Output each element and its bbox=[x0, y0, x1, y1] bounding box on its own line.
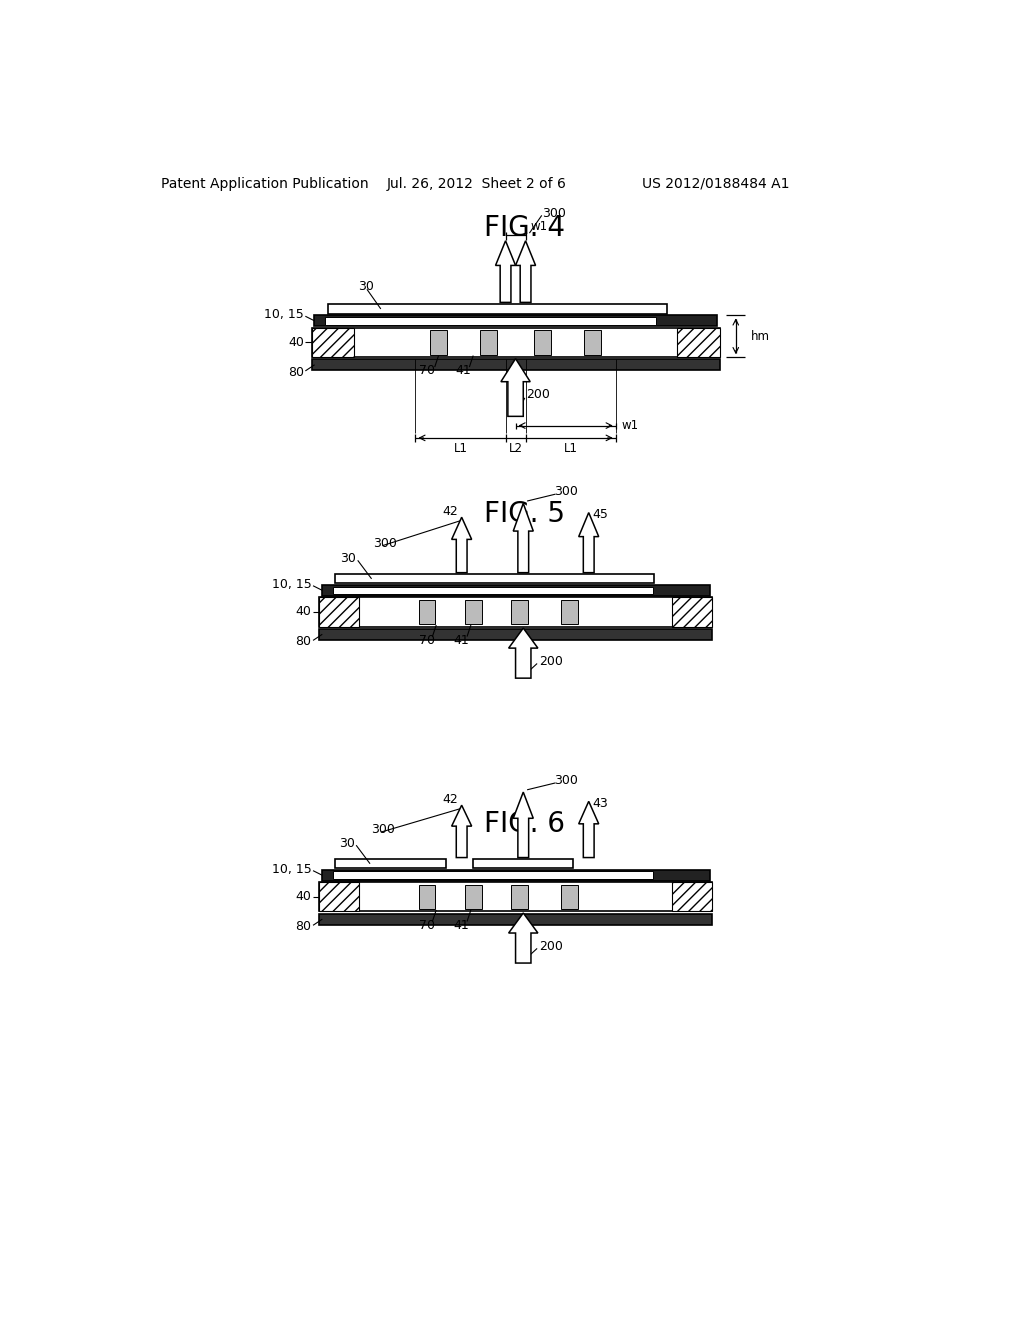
Bar bbox=[326, 317, 656, 325]
Bar bbox=[430, 330, 447, 355]
Text: w1: w1 bbox=[531, 220, 548, 234]
Text: 70: 70 bbox=[419, 364, 435, 378]
Bar bbox=[561, 599, 578, 624]
Bar bbox=[311, 327, 720, 358]
Bar bbox=[333, 871, 652, 879]
Text: 300: 300 bbox=[554, 486, 578, 499]
Polygon shape bbox=[515, 240, 536, 302]
Bar bbox=[329, 304, 668, 314]
Polygon shape bbox=[501, 359, 530, 416]
Text: L1: L1 bbox=[563, 442, 578, 455]
Text: FIG. 5: FIG. 5 bbox=[484, 500, 565, 528]
Polygon shape bbox=[513, 503, 534, 573]
Bar bbox=[480, 330, 497, 355]
Bar bbox=[465, 884, 481, 909]
Polygon shape bbox=[452, 805, 472, 858]
Bar bbox=[335, 859, 446, 869]
Bar bbox=[677, 327, 720, 358]
Bar bbox=[473, 859, 573, 869]
Text: 300: 300 bbox=[554, 774, 578, 787]
Text: 40: 40 bbox=[296, 606, 311, 619]
Polygon shape bbox=[579, 512, 599, 573]
Text: 43: 43 bbox=[593, 797, 608, 810]
Bar bbox=[319, 598, 712, 627]
Text: 80: 80 bbox=[296, 920, 311, 933]
Text: 42: 42 bbox=[442, 504, 458, 517]
Bar bbox=[465, 599, 481, 624]
Bar bbox=[319, 628, 712, 640]
Bar bbox=[419, 599, 435, 624]
Text: 200: 200 bbox=[526, 388, 550, 401]
Text: 45: 45 bbox=[593, 508, 608, 521]
Text: 42: 42 bbox=[442, 792, 458, 805]
Text: 10, 15: 10, 15 bbox=[264, 308, 304, 321]
Bar bbox=[335, 574, 654, 583]
Text: 70: 70 bbox=[419, 919, 435, 932]
Polygon shape bbox=[513, 792, 534, 858]
Text: Jul. 26, 2012  Sheet 2 of 6: Jul. 26, 2012 Sheet 2 of 6 bbox=[387, 177, 567, 191]
Bar bbox=[333, 586, 652, 594]
Text: Patent Application Publication: Patent Application Publication bbox=[162, 177, 369, 191]
Bar bbox=[311, 359, 720, 370]
Text: hm: hm bbox=[751, 330, 769, 343]
Text: 300: 300 bbox=[543, 207, 566, 220]
Bar bbox=[511, 599, 528, 624]
Polygon shape bbox=[509, 913, 538, 964]
Text: 30: 30 bbox=[340, 552, 356, 565]
Text: L2: L2 bbox=[509, 442, 522, 455]
Text: 41: 41 bbox=[454, 634, 470, 647]
Bar bbox=[535, 330, 551, 355]
Text: 80: 80 bbox=[288, 366, 304, 379]
Polygon shape bbox=[579, 801, 599, 858]
Polygon shape bbox=[452, 517, 472, 573]
Bar bbox=[672, 598, 712, 627]
Text: 70: 70 bbox=[419, 634, 435, 647]
Text: w1: w1 bbox=[622, 418, 639, 432]
Text: 80: 80 bbox=[296, 635, 311, 648]
Polygon shape bbox=[496, 240, 515, 302]
Polygon shape bbox=[509, 628, 538, 678]
Text: FIG. 4: FIG. 4 bbox=[484, 214, 565, 242]
Bar bbox=[322, 585, 710, 595]
Text: US 2012/0188484 A1: US 2012/0188484 A1 bbox=[642, 177, 790, 191]
Bar bbox=[584, 330, 601, 355]
Text: 40: 40 bbox=[288, 335, 304, 348]
Text: L1: L1 bbox=[454, 442, 468, 455]
Text: 10, 15: 10, 15 bbox=[271, 578, 311, 591]
Bar bbox=[319, 882, 359, 911]
Text: 200: 200 bbox=[539, 940, 562, 953]
Text: 300: 300 bbox=[373, 537, 397, 550]
Text: 300: 300 bbox=[372, 824, 395, 837]
Text: 41: 41 bbox=[456, 364, 471, 378]
Text: 200: 200 bbox=[539, 655, 562, 668]
Bar bbox=[319, 882, 712, 911]
Bar bbox=[311, 327, 354, 358]
Bar bbox=[319, 913, 712, 924]
Text: 30: 30 bbox=[357, 280, 374, 293]
Text: FIG. 6: FIG. 6 bbox=[484, 810, 565, 838]
Bar bbox=[511, 884, 528, 909]
Text: 40: 40 bbox=[296, 890, 311, 903]
Bar bbox=[319, 598, 359, 627]
Bar bbox=[672, 882, 712, 911]
Bar bbox=[322, 870, 710, 880]
Bar bbox=[561, 884, 578, 909]
Text: 41: 41 bbox=[454, 919, 470, 932]
Text: 30: 30 bbox=[339, 837, 354, 850]
Bar bbox=[419, 884, 435, 909]
Text: 10, 15: 10, 15 bbox=[271, 862, 311, 875]
Bar bbox=[313, 315, 717, 326]
